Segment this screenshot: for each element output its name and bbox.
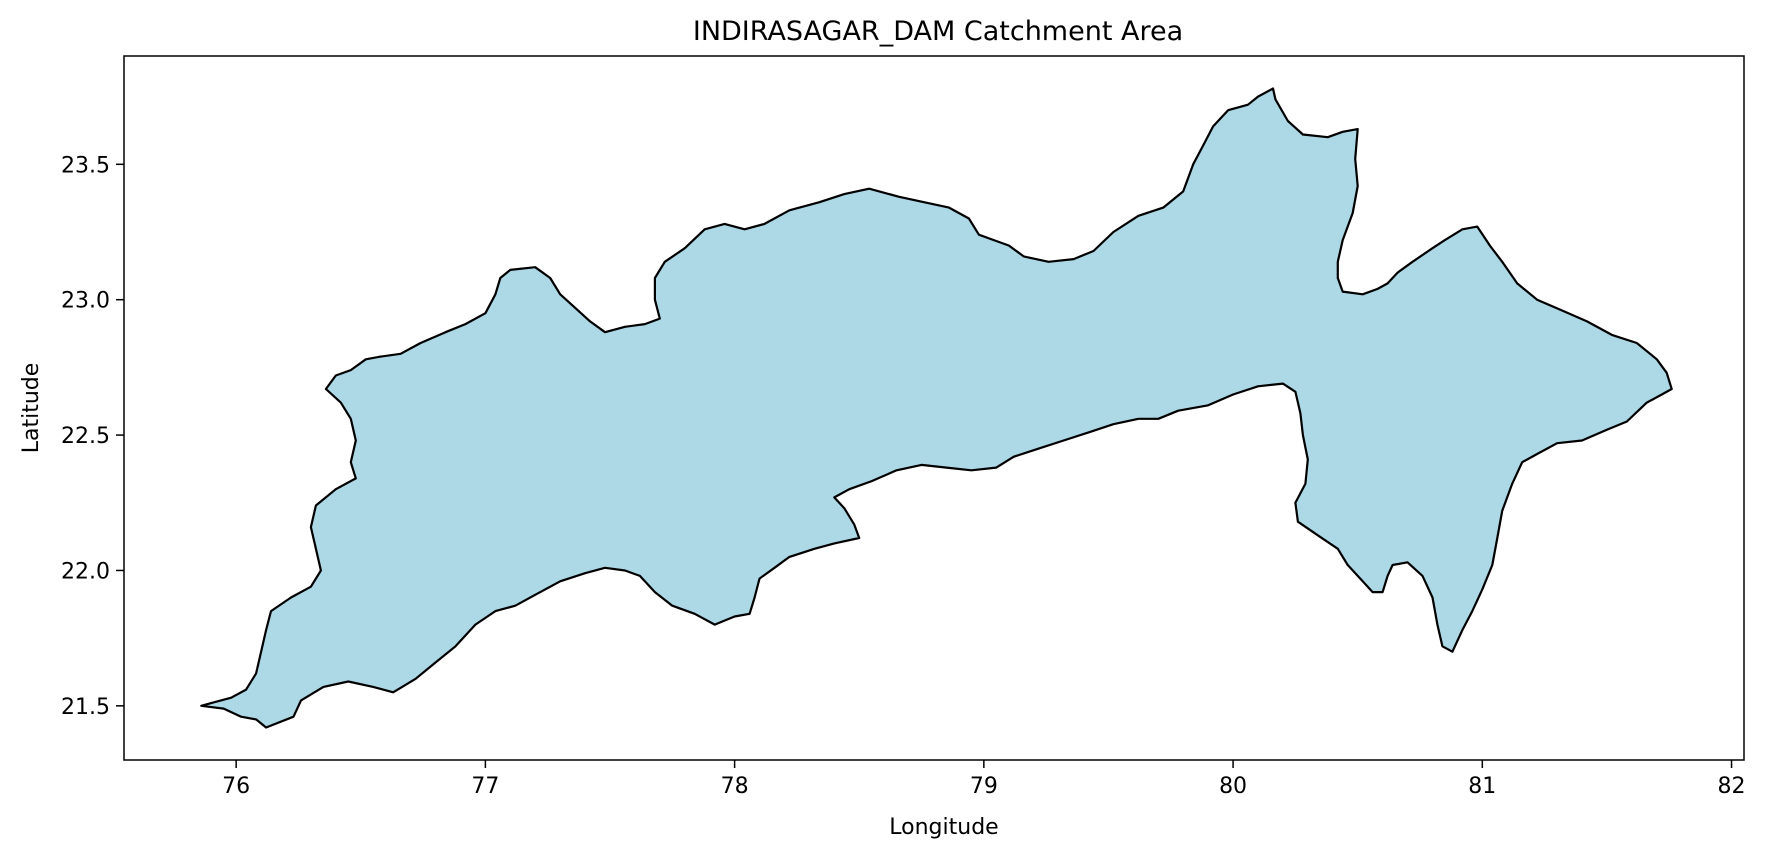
map-title: INDIRASAGAR_DAM Catchment Area bbox=[693, 16, 1183, 47]
y-axis-title: Latitude bbox=[19, 363, 44, 454]
y-tick-label: 21.5 bbox=[61, 695, 110, 720]
x-tick-label: 81 bbox=[1468, 774, 1496, 799]
catchment-polygon-layer bbox=[200, 87, 1673, 729]
y-tick-label: 22.5 bbox=[61, 424, 110, 449]
x-axis-ticks: 76 77 78 79 80 81 82 bbox=[222, 760, 1746, 799]
axes-frame bbox=[123, 55, 1745, 761]
y-tick-label: 22.0 bbox=[61, 559, 110, 584]
x-tick-label: 78 bbox=[721, 774, 749, 799]
x-axis-title: Longitude bbox=[889, 815, 998, 840]
x-tick-label: 77 bbox=[471, 774, 499, 799]
y-axis-ticks: 21.5 22.0 22.5 23.0 23.5 bbox=[61, 153, 124, 720]
x-tick-label: 79 bbox=[970, 774, 998, 799]
x-tick-label: 82 bbox=[1718, 774, 1746, 799]
y-tick-label: 23.0 bbox=[61, 289, 110, 314]
catchment-area-polygon bbox=[200, 87, 1673, 729]
x-tick-label: 76 bbox=[222, 774, 250, 799]
x-tick-label: 80 bbox=[1219, 774, 1247, 799]
y-tick-label: 23.5 bbox=[61, 153, 110, 178]
